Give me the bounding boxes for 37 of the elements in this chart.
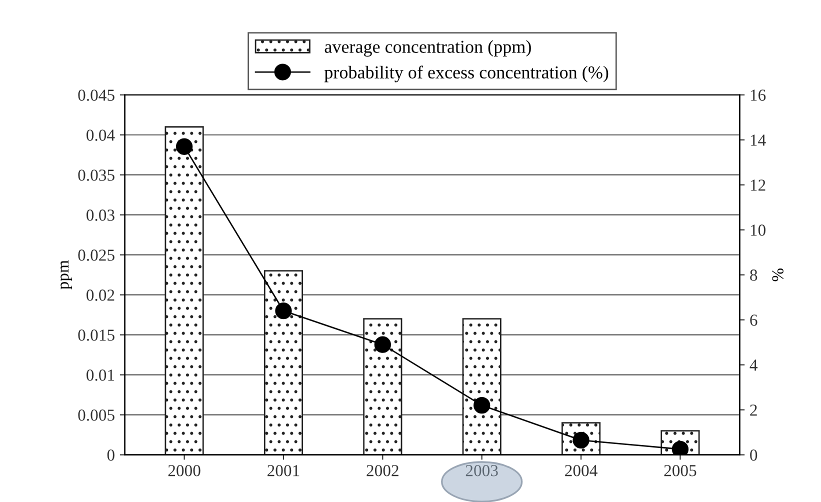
y2-tick-label: 8 bbox=[750, 270, 758, 281]
y-tick-label: 0.005 bbox=[78, 410, 114, 421]
point bbox=[474, 396, 490, 414]
bar bbox=[164, 126, 204, 455]
y2-tick-label: 4 bbox=[750, 360, 758, 371]
point bbox=[374, 336, 391, 353]
y-tick-label: 0.04 bbox=[86, 130, 115, 141]
bar bbox=[462, 318, 502, 455]
x-tick-label: 2000 bbox=[168, 465, 200, 476]
y2-tick-label: 16 bbox=[750, 90, 766, 101]
bar bbox=[264, 270, 304, 455]
y2-tick-label: 6 bbox=[750, 314, 758, 326]
y2-tick-label: 14 bbox=[750, 134, 766, 146]
x-tick-label: 2001 bbox=[268, 465, 300, 476]
y-tick-label: 0.035 bbox=[78, 170, 114, 181]
legend-label: average concentration (ppm) bbox=[324, 40, 531, 57]
y2-axis-title: % bbox=[772, 268, 784, 282]
bar bbox=[363, 318, 402, 455]
y-axis-title: ppm bbox=[60, 260, 72, 290]
y-tick-label: 0 bbox=[107, 450, 114, 461]
x-tick-label: 2005 bbox=[664, 465, 696, 476]
y2-tick-label: 10 bbox=[750, 224, 766, 236]
x-tick-label: 2003 bbox=[466, 465, 498, 476]
y-tick-label: 0.025 bbox=[78, 250, 114, 261]
y-tick-label: 0.01 bbox=[86, 370, 114, 381]
y-tick-label: 0.02 bbox=[86, 290, 114, 301]
y-tick-label: 0.03 bbox=[86, 210, 114, 221]
legend-label: probability of excess concentration (%) bbox=[324, 66, 608, 82]
point bbox=[275, 302, 292, 320]
y2-tick-label: 12 bbox=[750, 180, 766, 191]
point bbox=[176, 138, 193, 155]
y2-tick-label: 0 bbox=[750, 450, 758, 461]
x-tick-label: 2002 bbox=[366, 465, 398, 476]
x-tick-label: 2004 bbox=[565, 465, 598, 476]
y-tick-label: 0.045 bbox=[78, 90, 114, 101]
y-tick-label: 0.015 bbox=[78, 330, 114, 341]
y2-tick-label: 2 bbox=[750, 404, 757, 416]
